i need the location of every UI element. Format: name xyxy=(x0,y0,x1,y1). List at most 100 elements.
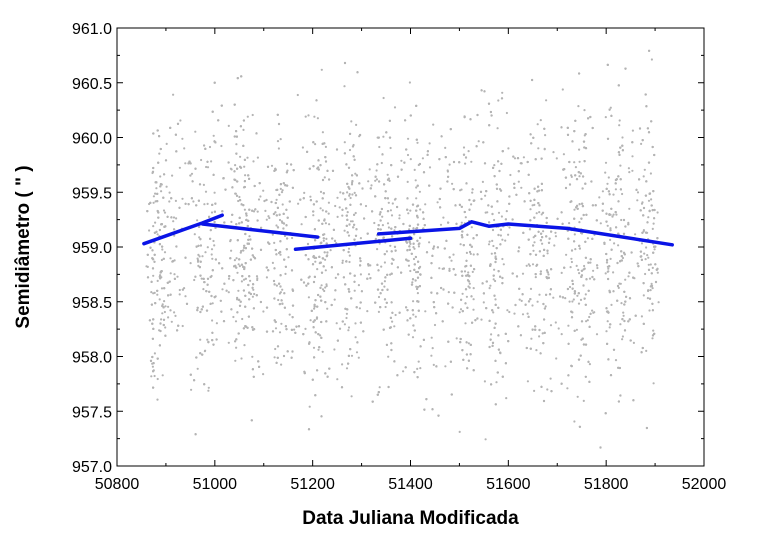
observation-point xyxy=(358,307,361,310)
observation-point xyxy=(297,325,301,328)
observation-point xyxy=(366,232,369,235)
observation-point xyxy=(344,283,347,286)
observation-point xyxy=(227,161,230,164)
observation-point xyxy=(501,276,504,280)
observation-point xyxy=(606,342,609,345)
observation-point xyxy=(148,319,151,322)
observation-point xyxy=(328,223,331,226)
observation-point xyxy=(618,124,621,127)
observation-point xyxy=(327,212,330,215)
observation-point xyxy=(452,160,456,164)
observation-point xyxy=(624,67,627,70)
observation-point xyxy=(344,307,347,310)
observation-point xyxy=(320,415,323,418)
observation-point xyxy=(582,140,586,143)
observation-point xyxy=(640,242,644,245)
observation-point xyxy=(393,360,396,363)
observation-point xyxy=(377,391,380,394)
observation-point xyxy=(168,280,171,283)
observation-point xyxy=(543,248,546,251)
observation-point xyxy=(492,244,495,248)
observation-point xyxy=(313,305,316,308)
observation-point xyxy=(336,196,339,199)
observation-point xyxy=(560,211,563,214)
observation-point xyxy=(470,160,473,163)
observation-point xyxy=(534,234,537,237)
observation-point xyxy=(278,282,281,285)
observation-point xyxy=(465,264,468,268)
observation-point xyxy=(426,150,429,153)
observation-point xyxy=(411,336,415,339)
observation-point xyxy=(178,206,181,209)
observation-point xyxy=(238,258,241,261)
observation-point xyxy=(276,140,280,143)
observation-point xyxy=(367,263,370,266)
observation-point xyxy=(238,222,241,225)
observation-point xyxy=(481,180,484,183)
observation-point xyxy=(617,366,620,369)
observation-point xyxy=(380,265,383,268)
observation-point xyxy=(527,263,530,266)
observation-point xyxy=(549,324,553,327)
observation-point xyxy=(283,258,286,261)
observation-point xyxy=(382,96,385,100)
observation-point xyxy=(153,260,156,263)
observation-point xyxy=(176,122,180,125)
observation-point xyxy=(164,334,167,337)
observation-point xyxy=(321,288,325,291)
observation-point xyxy=(653,208,656,212)
observation-point xyxy=(573,233,576,236)
observation-point xyxy=(161,304,164,308)
observation-point xyxy=(304,254,307,257)
observation-point xyxy=(470,203,473,206)
observation-point xyxy=(213,220,216,224)
observation-point xyxy=(206,160,209,163)
observation-point xyxy=(415,186,418,189)
observation-point xyxy=(545,293,548,296)
observation-point xyxy=(585,278,588,281)
observation-point xyxy=(383,280,386,283)
observation-point xyxy=(276,113,279,116)
observation-point xyxy=(624,300,627,303)
observation-point xyxy=(504,362,507,365)
observation-point xyxy=(151,365,154,368)
observation-point xyxy=(241,275,244,278)
observation-point xyxy=(650,58,654,61)
observation-point xyxy=(641,346,644,350)
observation-point xyxy=(540,182,544,185)
observation-point xyxy=(537,230,540,233)
observation-point xyxy=(532,136,535,139)
observation-point xyxy=(432,245,436,248)
observation-point xyxy=(353,280,356,283)
observation-point xyxy=(227,341,230,344)
observation-point xyxy=(408,224,411,227)
observation-point xyxy=(199,338,202,341)
observation-point xyxy=(648,192,651,195)
observation-point xyxy=(189,174,192,177)
observation-point xyxy=(461,230,464,233)
observation-point xyxy=(390,342,393,345)
observation-point xyxy=(517,325,520,328)
observation-point xyxy=(526,312,529,315)
observation-point xyxy=(383,261,386,264)
observation-point xyxy=(545,269,549,272)
observation-point xyxy=(176,329,179,332)
observation-point xyxy=(381,215,384,218)
observation-point xyxy=(162,306,165,309)
observation-point xyxy=(181,324,184,328)
observation-point xyxy=(475,145,478,148)
observation-point xyxy=(527,173,530,176)
observation-point xyxy=(438,197,441,201)
observation-point xyxy=(201,353,204,356)
observation-point xyxy=(406,309,409,312)
observation-point xyxy=(190,172,194,175)
observation-point xyxy=(521,293,524,296)
observation-point xyxy=(462,146,466,149)
observation-point xyxy=(460,234,463,237)
observation-point xyxy=(499,351,502,354)
observation-point xyxy=(359,301,362,304)
observation-point xyxy=(211,203,214,206)
observation-point xyxy=(492,166,495,169)
observation-point xyxy=(538,211,541,214)
observation-point xyxy=(165,185,168,188)
